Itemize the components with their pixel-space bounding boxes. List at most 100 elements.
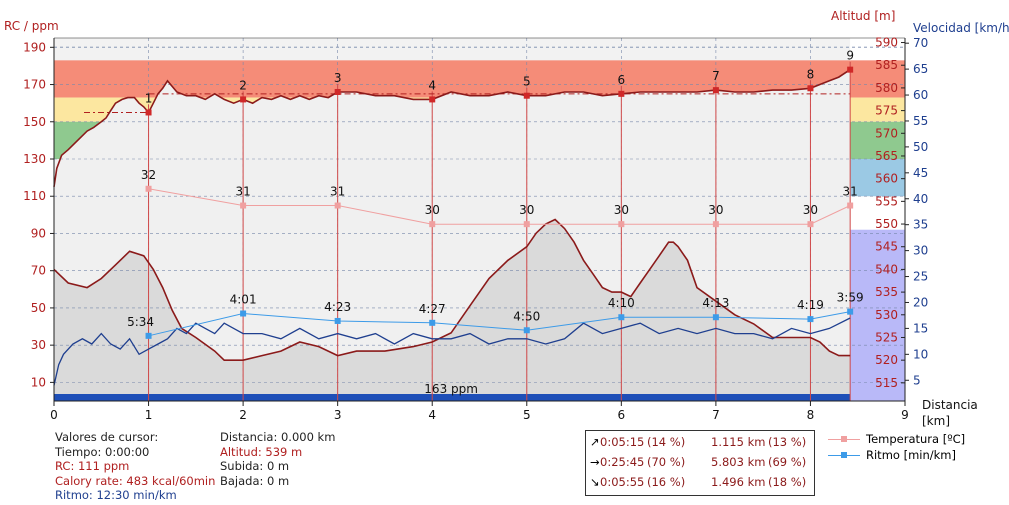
temperature-point-label: 30 (614, 203, 629, 217)
ritmo-point-label: 5:34 (127, 315, 154, 329)
left-tick-label: 90 (31, 226, 46, 240)
lap-marker-point (145, 109, 152, 116)
speed-tick-label: 25 (913, 270, 928, 284)
temperature-point-label: 30 (519, 203, 534, 217)
max-hr-label: 163 ppm (424, 382, 478, 396)
speed-tick-label: 40 (913, 192, 928, 206)
lap-marker-label: 4 (428, 78, 436, 92)
cursor-ritmo: Ritmo: 12:30 min/km (55, 488, 177, 502)
lap-marker-point (429, 96, 436, 103)
left-tick-label: 70 (31, 264, 46, 278)
temperature-point-label: 32 (141, 168, 156, 182)
speed-line (53, 317, 851, 386)
speed-tick-label: 60 (913, 88, 928, 102)
x-tick-label: 7 (712, 408, 720, 422)
ritmo-point-label: 4:50 (513, 309, 540, 323)
altitude-tick-label: 535 (875, 285, 898, 299)
altitude-tick-label: 550 (875, 217, 898, 231)
x-tick-label: 5 (523, 408, 531, 422)
lap-marker-label: 5 (523, 75, 531, 89)
stats-time-pct: (70 %) (647, 455, 686, 469)
left-tick-label: 30 (31, 338, 46, 352)
altitude-tick-label: 565 (875, 149, 898, 163)
x-tick-label: 2 (239, 408, 247, 422)
temperature-point (240, 202, 247, 209)
stats-dist-pct: (18 %) (768, 475, 807, 489)
speed-tick-label: 35 (913, 218, 928, 232)
stats-dist-pct: (69 %) (768, 455, 807, 469)
x-tick-label: 8 (807, 408, 815, 422)
temperature-point (523, 221, 530, 228)
lap-marker-point (618, 90, 625, 97)
lap-marker-label: 9 (846, 49, 854, 63)
speed-tick-label: 70 (913, 36, 928, 50)
lap-marker-label: 8 (807, 67, 815, 81)
altitude-axis-title: Altitud [m] (831, 9, 895, 23)
speed-tick-label: 20 (913, 295, 928, 309)
stats-dist-pct: (13 %) (768, 435, 807, 449)
temperature-point (429, 221, 436, 228)
altitude-tick-label: 545 (875, 240, 898, 254)
left-axis-title: RC / ppm (4, 19, 59, 33)
altitude-tick-label: 515 (875, 376, 898, 390)
right-zone-bar-2 (850, 97, 905, 122)
temperature-point (334, 202, 341, 209)
temperature-point (145, 185, 152, 192)
speed-tick-label: 65 (913, 62, 928, 76)
speed-tick-label: 15 (913, 321, 928, 335)
right-zone-bar-1 (850, 60, 905, 98)
stats-arrow: ↘ (590, 475, 600, 489)
temperature-point-label: 30 (708, 203, 723, 217)
ritmo-point-label: 4:19 (797, 298, 824, 312)
right-zone-bar-4 (850, 159, 905, 197)
cursor-values-panel-2: Distancia: 0.000 km Altitud: 539 m Subid… (220, 430, 335, 488)
speed-tick-label: 10 (913, 347, 928, 361)
temperature-point (807, 221, 814, 228)
ritmo-point (429, 319, 436, 326)
altitude-area-fill (54, 219, 851, 401)
altitude-tick-label: 585 (875, 58, 898, 72)
lap-marker-label: 2 (239, 78, 247, 92)
speed-tick-label: 45 (913, 166, 928, 180)
left-tick-label: 190 (23, 40, 46, 54)
altitude-tick-label: 560 (875, 172, 898, 186)
temperature-point-label: 30 (425, 203, 440, 217)
altitude-line (53, 218, 851, 361)
temperature-point (847, 202, 854, 209)
temperature-point-label: 31 (235, 185, 250, 199)
stats-arrow: ↗ (590, 435, 600, 449)
cursor-bajada: Bajada: 0 m (220, 473, 290, 488)
ritmo-point-label: 4:13 (702, 296, 729, 310)
stats-time: 0:05:55 (600, 475, 645, 489)
bottom-bar (54, 394, 851, 401)
altitude-tick-label: 530 (875, 308, 898, 322)
legend-marker (841, 452, 847, 458)
lap-marker-point (240, 96, 247, 103)
x-tick-label: 9 (901, 408, 909, 422)
hr-line (53, 68, 851, 188)
altitude-tick-label: 540 (875, 262, 898, 276)
ritmo-point-label: 3:59 (837, 291, 864, 305)
left-tick-label: 110 (23, 189, 46, 203)
legend-label: Ritmo [min/km] (866, 448, 956, 462)
stats-time: 0:05:15 (600, 435, 645, 449)
x-tick-label: 6 (618, 408, 626, 422)
legend-label: Temperatura [ºC] (866, 432, 966, 446)
speed-tick-label: 55 (913, 114, 928, 128)
x-tick-label: 0 (50, 408, 58, 422)
ritmo-point-label: 4:27 (419, 302, 446, 316)
ritmo-point (523, 327, 530, 334)
cursor-altitud: Altitud: 539 m (220, 444, 303, 459)
ritmo-point (847, 308, 854, 315)
lap-marker-point (807, 85, 814, 92)
altitude-tick-label: 525 (875, 330, 898, 344)
ritmo-point-label: 4:01 (230, 293, 257, 307)
cursor-values-header: Valores de cursor: (55, 430, 159, 444)
ritmo-point (334, 317, 341, 324)
lap-marker-label: 6 (618, 73, 626, 87)
ritmo-point (240, 310, 247, 317)
stats-time: 0:25:45 (600, 455, 645, 469)
altitude-tick-label: 580 (875, 81, 898, 95)
lap-marker-point (334, 88, 341, 95)
